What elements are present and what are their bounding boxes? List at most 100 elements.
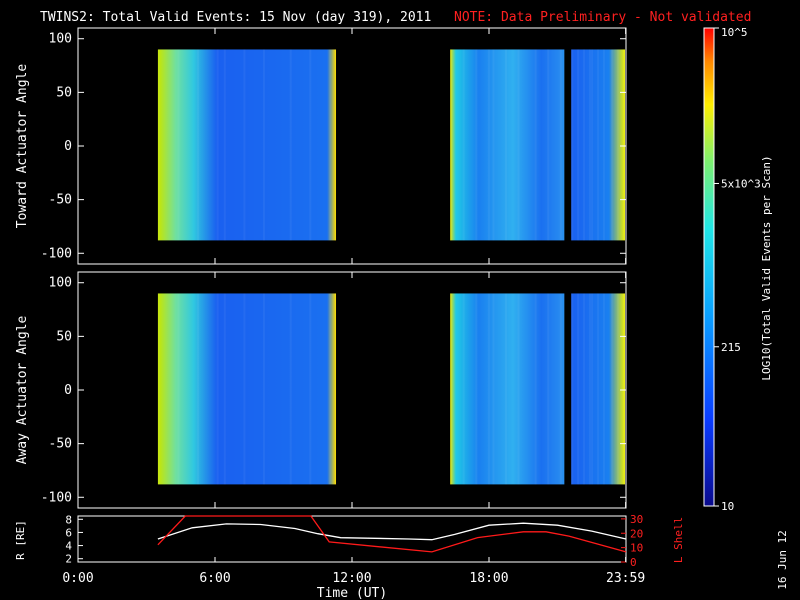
xtick-label-2: 12:00 — [332, 571, 371, 586]
data-block-2-stripe-3 — [577, 293, 580, 485]
data-block-2-stripe-4 — [597, 49, 600, 241]
data-block-0-stripe-7 — [262, 293, 265, 485]
data-block-0-stripe-3 — [177, 49, 180, 241]
data-block-0-stripe-2 — [289, 293, 292, 485]
generated-date: 16 Jun 12 — [776, 530, 789, 590]
colorbar-label: LOG10(Total Valid Events per Scan) — [760, 155, 773, 380]
data-block-1 — [450, 293, 565, 485]
colorbar-ticks: 10^5 5x10^3 215 10 — [714, 26, 761, 513]
data-block-2-stripe-4 — [597, 293, 600, 485]
xtick-label-0: 0:00 — [62, 571, 93, 586]
data-block-1-stripe-0 — [450, 49, 453, 241]
data-block-1 — [450, 49, 565, 241]
data-block-1-stripe-9 — [487, 293, 490, 485]
series-r — [157, 522, 627, 541]
spectrogram-toward — [157, 49, 625, 241]
data-block-1-stripe-2 — [534, 293, 537, 485]
data-block-0 — [157, 293, 337, 485]
data-block-1-stripe-3 — [462, 49, 465, 241]
ytick-label-100: 100 — [49, 276, 72, 291]
ytick-label-0: 0 — [64, 383, 72, 398]
orbit-left-label: R [RE] — [14, 520, 27, 560]
data-block-0-stripe-2 — [289, 49, 292, 241]
data-block-1-stripe-5 — [547, 49, 550, 241]
data-block-0 — [157, 49, 337, 241]
data-block-0-stripe-1 — [223, 293, 226, 485]
data-block-2-stripe-5 — [616, 293, 619, 485]
data-block-1-stripe-8 — [559, 49, 562, 241]
cbtick-label-1: 5x10^3 — [721, 177, 761, 190]
xtick-label-1: 6:00 — [199, 571, 230, 586]
orbit-rtick-label-30: 30 — [630, 513, 643, 526]
panel-away-ticks: 100 50 0 -50 -100 — [41, 272, 627, 508]
panel-toward-ticks: 100 50 0 -50 -100 — [41, 28, 627, 264]
data-block-2-stripe-9 — [588, 49, 591, 241]
data-block-2-stripe-1 — [591, 49, 594, 241]
data-block-2-stripe-8 — [622, 49, 625, 241]
data-block-0-stripe-0 — [157, 49, 160, 241]
x-axis-label: Time (UT) — [317, 586, 387, 600]
orbit-right-label: L Shell — [672, 517, 685, 563]
data-block-1-stripe-9 — [487, 49, 490, 241]
data-block-1-stripe-5 — [547, 293, 550, 485]
colorbar: 10^5 5x10^3 215 10 LOG10(Total Valid Events… — [703, 26, 773, 513]
data-block-2-stripe-0 — [571, 293, 574, 485]
data-block-2-stripe-6 — [583, 49, 586, 241]
ytick-label--50: -50 — [49, 437, 72, 452]
series-lshell — [157, 515, 627, 553]
data-block-1-stripe-7 — [517, 293, 520, 485]
chart-title: TWINS2: Total Valid Events: 15 Nov (day … — [40, 10, 431, 25]
data-block-1-stripe-4 — [504, 293, 507, 485]
data-block-0-stripe-4 — [243, 293, 246, 485]
colorbar-fill — [704, 28, 714, 506]
ytick-label-0: 0 — [64, 139, 72, 154]
data-block-1-stripe-2 — [534, 49, 537, 241]
data-block-0-stripe-3 — [177, 293, 180, 485]
data-block-0-stripe-6 — [197, 49, 200, 241]
chart-note: NOTE: Data Preliminary - Not validated — [454, 10, 751, 25]
cbtick-label-0: 10^5 — [721, 26, 748, 39]
data-block-2-stripe-6 — [583, 293, 586, 485]
data-block-1-stripe-6 — [475, 49, 478, 241]
data-block-0-stripe-4 — [243, 49, 246, 241]
orbit-ltick-label-6: 6 — [65, 526, 72, 539]
data-block-1-stripe-1 — [492, 293, 495, 485]
data-block-2 — [571, 49, 625, 241]
panel-orbit-frame — [77, 515, 627, 563]
spectrogram-away — [157, 293, 625, 485]
data-block-0-stripe-8 — [328, 49, 331, 241]
data-block-1-stripe-7 — [517, 49, 520, 241]
orbit-rtick-label-20: 20 — [630, 527, 643, 540]
data-block-2 — [571, 293, 625, 485]
panel-toward-ylabel: Toward Actuator Angle — [15, 64, 30, 229]
data-block-0-stripe-9 — [216, 293, 219, 485]
data-block-2-stripe-7 — [602, 293, 605, 485]
data-block-2-stripe-3 — [577, 49, 580, 241]
data-block-1-stripe-1 — [492, 49, 495, 241]
ytick-label-50: 50 — [56, 329, 72, 344]
ytick-label-50: 50 — [56, 85, 72, 100]
orbit-rtick-label-10: 10 — [630, 542, 643, 555]
data-block-2-stripe-8 — [622, 293, 625, 485]
ytick-label-100: 100 — [49, 32, 72, 47]
data-block-2-stripe-2 — [611, 293, 614, 485]
data-block-2-stripe-2 — [611, 49, 614, 241]
data-block-2-stripe-9 — [588, 293, 591, 485]
data-block-0-stripe-6 — [197, 293, 200, 485]
data-block-0-stripe-7 — [262, 49, 265, 241]
data-block-1-stripe-8 — [559, 293, 562, 485]
orbit-ltick-label-4: 4 — [65, 540, 72, 553]
colorbar-frame — [703, 27, 715, 507]
ytick-label--100: -100 — [41, 490, 72, 505]
orbit-ltick-label-2: 2 — [65, 553, 72, 566]
data-block-0-stripe-0 — [157, 293, 160, 485]
data-block-0-stripe-8 — [328, 293, 331, 485]
xtick-label-4: 23:59 — [606, 571, 645, 586]
data-block-2-stripe-0 — [571, 49, 574, 241]
data-block-0-stripe-1 — [223, 49, 226, 241]
data-block-0-stripe-5 — [309, 49, 312, 241]
orbit-rtick-label-0: 0 — [630, 556, 637, 569]
